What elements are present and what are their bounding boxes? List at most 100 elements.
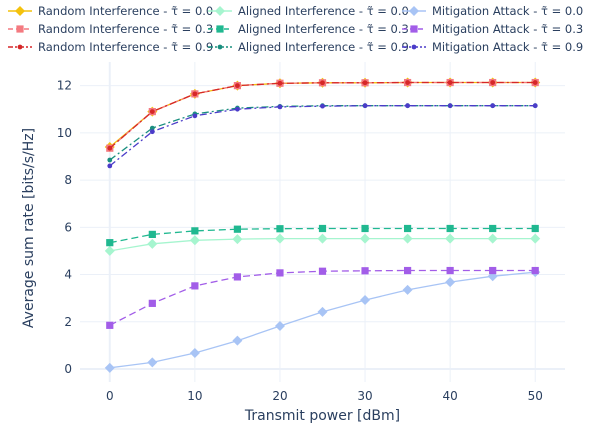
legend-label: Mitigation Attack - τ̃ = 0.3 <box>432 22 583 36</box>
legend-label: Random Interference - τ̃ = 0.3 <box>38 22 213 36</box>
data-point <box>274 233 285 244</box>
legend-item[interactable]: Mitigation Attack - τ̃ = 0.0 <box>402 4 583 18</box>
legend-item[interactable]: Aligned Interference - τ̃ = 0.0 <box>208 4 409 18</box>
x-tick-label: 0 <box>106 389 114 403</box>
data-point <box>235 83 240 89</box>
data-point <box>192 113 198 119</box>
y-tick-label: 2 <box>64 315 72 329</box>
legend: Random Interference - τ̃ = 0.0 Random Int… <box>8 4 583 54</box>
legend-item[interactable]: Aligned Interference - τ̃ = 0.9 <box>208 40 409 54</box>
data-point <box>189 347 200 358</box>
legend-item[interactable]: Random Interference - τ̃ = 0.3 <box>8 22 213 36</box>
series-5 <box>106 224 539 247</box>
series-group <box>104 77 541 373</box>
x-tick-label: 30 <box>357 389 372 403</box>
data-point <box>403 224 412 233</box>
data-point <box>532 80 538 85</box>
legend-label: Aligned Interference - τ̃ = 0.9 <box>238 40 409 54</box>
legend-swatch-marker <box>16 25 24 33</box>
series-4 <box>104 233 541 256</box>
legend-swatch-marker <box>17 44 23 50</box>
y-tick-label: 8 <box>64 173 72 187</box>
data-point <box>189 235 200 246</box>
series-8 <box>106 266 539 329</box>
data-point <box>277 104 283 110</box>
data-point <box>274 321 285 332</box>
data-point <box>490 103 496 109</box>
x-axis-title: Transmit power [dBm] <box>244 408 400 424</box>
data-point <box>317 233 328 244</box>
tick-labels: 0 2 4 6 8 10 12 0 10 20 30 40 50 <box>57 79 543 403</box>
data-point <box>402 233 413 244</box>
data-point <box>405 80 410 85</box>
data-point <box>106 239 114 247</box>
legend-item[interactable]: Aligned Interference - τ̃ = 0.3 <box>208 22 409 36</box>
data-point <box>191 227 199 235</box>
x-tick-label: 40 <box>442 389 457 403</box>
data-point <box>192 91 198 97</box>
data-point <box>532 103 538 109</box>
legend-item[interactable]: Mitigation Attack - τ̃ = 0.3 <box>402 22 583 36</box>
legend-label: Mitigation Attack - τ̃ = 0.9 <box>432 40 583 54</box>
data-point <box>530 233 541 244</box>
data-point <box>318 267 327 275</box>
data-point <box>361 224 369 233</box>
data-point <box>489 224 497 233</box>
grid <box>80 62 565 382</box>
data-point <box>361 267 369 275</box>
y-tick-label: 6 <box>64 220 72 234</box>
data-point <box>276 269 284 277</box>
data-point <box>148 230 156 238</box>
data-point <box>104 362 115 373</box>
data-point <box>233 273 242 281</box>
data-point <box>490 80 496 85</box>
legend-swatch-marker <box>15 6 25 16</box>
legend-item[interactable]: Random Interference - τ̃ = 0.9 <box>8 40 213 54</box>
legend-swatch-marker <box>215 6 225 16</box>
data-point <box>531 266 539 275</box>
data-point <box>445 233 456 244</box>
legend-swatch-marker <box>411 44 417 50</box>
data-point <box>531 224 539 233</box>
data-point <box>447 80 453 85</box>
data-point <box>147 238 158 249</box>
y-tick-label: 10 <box>57 126 72 140</box>
data-point <box>403 266 412 275</box>
legend-label: Random Interference - τ̃ = 0.0 <box>38 4 213 18</box>
data-point <box>147 357 158 368</box>
data-point <box>107 145 113 151</box>
legend-item[interactable]: Random Interference - τ̃ = 0.0 <box>8 4 213 18</box>
data-point <box>320 103 325 109</box>
data-point <box>489 266 497 275</box>
legend-label: Random Interference - τ̃ = 0.9 <box>38 40 213 54</box>
data-point <box>107 163 113 169</box>
legend-item[interactable]: Mitigation Attack - τ̃ = 0.9 <box>402 40 583 54</box>
data-point <box>191 282 199 290</box>
data-point <box>107 157 113 163</box>
data-point <box>360 233 371 244</box>
data-point <box>277 80 283 86</box>
data-point <box>487 233 498 244</box>
data-point <box>360 295 371 306</box>
series-9 <box>107 103 538 169</box>
x-tick-label: 20 <box>272 389 287 403</box>
data-point <box>362 80 368 86</box>
data-point <box>148 299 156 307</box>
data-point <box>362 103 368 109</box>
data-point <box>106 321 114 329</box>
y-tick-label: 12 <box>57 79 72 93</box>
x-tick-label: 50 <box>528 389 543 403</box>
data-point <box>233 225 242 233</box>
plot-area <box>80 62 565 382</box>
legend-label: Aligned Interference - τ̃ = 0.3 <box>238 22 409 36</box>
legend-swatch-marker <box>217 44 223 50</box>
data-point <box>149 125 155 131</box>
y-axis-title: Average sum rate [bits/s/Hz] <box>21 128 37 328</box>
legend-swatch-marker <box>410 25 418 33</box>
data-point <box>445 277 456 288</box>
legend-label: Mitigation Attack - τ̃ = 0.0 <box>432 4 583 18</box>
data-point <box>235 106 240 112</box>
data-point <box>320 80 325 86</box>
data-point <box>149 109 155 114</box>
